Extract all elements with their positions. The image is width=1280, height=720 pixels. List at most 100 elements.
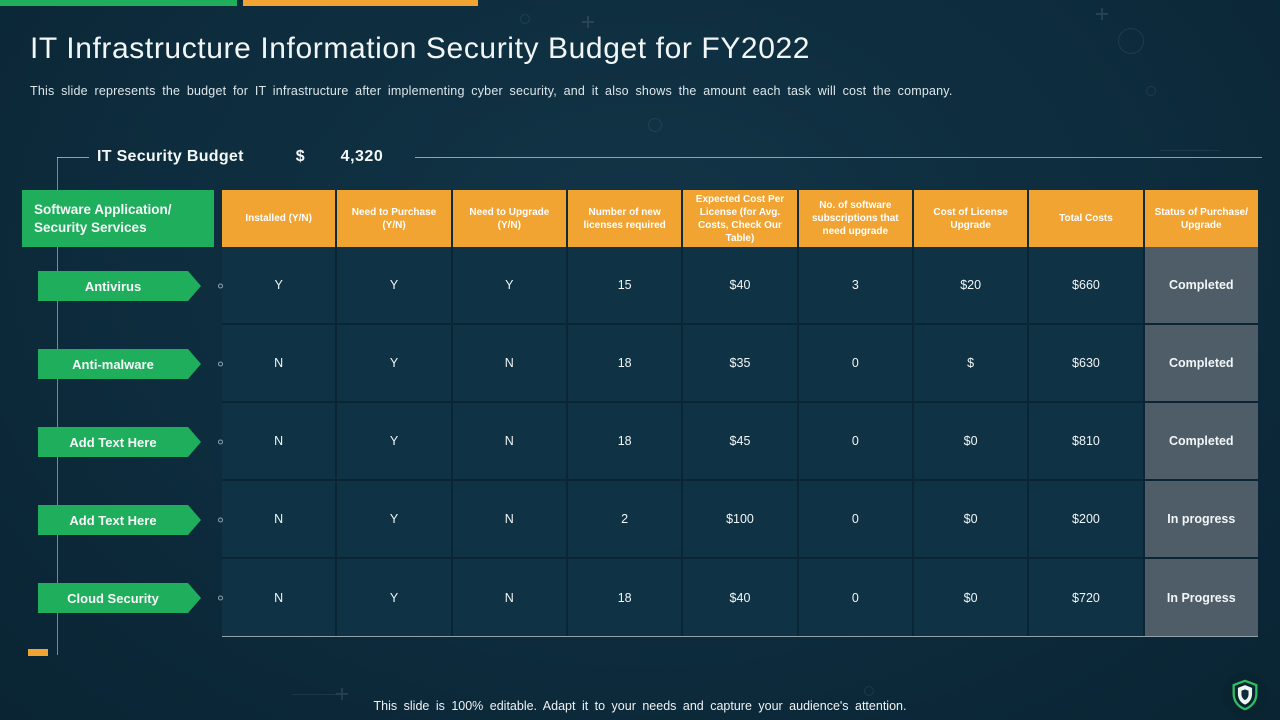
table-cell: $ <box>914 325 1030 401</box>
accent-bar-green <box>0 0 237 6</box>
table-cell: N <box>222 481 338 557</box>
table-cell: $630 <box>1029 325 1145 401</box>
table-cell: $40 <box>683 559 799 636</box>
table-cell: N <box>453 325 568 401</box>
table-cell: $0 <box>914 403 1030 479</box>
row-label-area: Add Text Here <box>22 403 223 481</box>
bg-ring-decoration <box>864 686 874 696</box>
table-header-cells: Installed (Y/N) Need to Purchase (Y/N) Nee… <box>222 190 1258 247</box>
bg-line-decoration <box>292 694 336 695</box>
budget-table: Software Application/ Security Services … <box>22 190 1258 637</box>
table-cell: N <box>453 559 568 636</box>
connector-dot <box>218 361 223 367</box>
table-cell: 18 <box>568 559 684 636</box>
budget-line: IT Security Budget $ 4,320 <box>57 146 1262 168</box>
status-cell: In progress <box>1144 481 1258 557</box>
table-cell: Y <box>337 403 453 479</box>
row-label-area: Cloud Security <box>22 559 223 637</box>
left-connector-line <box>57 157 58 655</box>
row-label-arrow: Cloud Security <box>38 583 201 613</box>
table-cell: 0 <box>799 403 914 479</box>
row-label-area: Antivirus <box>22 247 223 325</box>
table-cell: $45 <box>683 403 799 479</box>
table-cell: 0 <box>799 559 914 636</box>
connector-dot <box>218 517 223 523</box>
footer-note: This slide is 100% editable. Adapt it to… <box>373 699 907 713</box>
status-cell: Completed <box>1144 325 1258 401</box>
connector-dot <box>218 595 223 601</box>
budget-line-segment <box>57 156 89 158</box>
shield-logo <box>1222 672 1268 718</box>
table-cell: $0 <box>914 559 1030 636</box>
bg-ring-decoration <box>648 118 662 132</box>
table-cell: $810 <box>1029 403 1145 479</box>
table-cell: 15 <box>568 247 684 323</box>
column-header: Number of new licenses required <box>567 190 684 247</box>
row-cells: N Y N 2 $100 0 $0 $200 In progress <box>222 481 1258 559</box>
table-row: Antivirus Y Y Y 15 $40 3 $20 $660 Completed <box>22 247 1258 325</box>
table-cell: Y <box>337 559 453 636</box>
row-cells: N Y N 18 $45 0 $0 $810 Completed <box>222 403 1258 481</box>
shield-icon <box>1232 679 1258 711</box>
table-cell: Y <box>337 325 453 401</box>
table-cell: $40 <box>683 247 799 323</box>
status-cell: Completed <box>1144 247 1258 323</box>
table-row: Add Text Here N Y N 18 $45 0 $0 $810 Completed <box>22 403 1258 481</box>
column-header: Installed (Y/N) <box>222 190 338 247</box>
table-cell: $660 <box>1029 247 1145 323</box>
row-cells: N Y N 18 $40 0 $0 $720 In Progress <box>222 559 1258 637</box>
table-cell: Y <box>453 247 568 323</box>
table-cell: 18 <box>568 325 684 401</box>
column-header: Cost of License Upgrade <box>913 190 1030 247</box>
column-header: No. of software subscriptions that need … <box>798 190 914 247</box>
table-cell: 0 <box>799 481 914 557</box>
table-cell: 0 <box>799 325 914 401</box>
corner-header: Software Application/ Security Services <box>22 190 214 247</box>
row-label-area: Add Text Here <box>22 481 223 559</box>
table-body: Antivirus Y Y Y 15 $40 3 $20 $660 Completed Anti-m… <box>22 247 1258 637</box>
budget-line-segment <box>415 156 1262 158</box>
bg-plus-decoration <box>1096 8 1108 20</box>
row-cells: Y Y Y 15 $40 3 $20 $660 Completed <box>222 247 1258 325</box>
row-cells: N Y N 18 $35 0 $ $630 Completed <box>222 325 1258 403</box>
connector-dot <box>218 439 223 445</box>
column-header: Expected Cost Per License (for Avg. Cost… <box>683 190 799 247</box>
table-cell: Y <box>337 247 453 323</box>
column-header: Need to Purchase (Y/N) <box>337 190 453 247</box>
table-cell: N <box>453 481 568 557</box>
accent-bar-orange <box>243 0 478 6</box>
row-label-area: Anti-malware <box>22 325 223 403</box>
page-title: IT Infrastructure Information Security B… <box>30 32 811 65</box>
table-cell: 3 <box>799 247 914 323</box>
column-header: Status of Purchase/ Upgrade <box>1144 190 1258 247</box>
slide-subtitle: This slide represents the budget for IT … <box>30 84 953 98</box>
table-row: Cloud Security N Y N 18 $40 0 $0 $720 In Progress <box>22 559 1258 637</box>
table-cell: Y <box>337 481 453 557</box>
status-cell: Completed <box>1144 403 1258 479</box>
table-cell: N <box>222 325 338 401</box>
bg-ring-decoration <box>1118 28 1144 54</box>
row-label-arrow: Add Text Here <box>38 505 201 535</box>
table-cell: N <box>453 403 568 479</box>
table-row: Add Text Here N Y N 2 $100 0 $0 $200 In progress <box>22 481 1258 559</box>
table-cell: $100 <box>683 481 799 557</box>
row-label-arrow: Anti-malware <box>38 349 201 379</box>
table-cell: $35 <box>683 325 799 401</box>
bg-ring-decoration <box>520 14 530 24</box>
table-row: Anti-malware N Y N 18 $35 0 $ $630 Completed <box>22 325 1258 403</box>
budget-amount: 4,320 <box>340 148 384 165</box>
table-cell: $200 <box>1029 481 1145 557</box>
table-cell: $0 <box>914 481 1030 557</box>
budget-currency: $ <box>295 148 305 165</box>
column-header: Need to Upgrade (Y/N) <box>452 190 568 247</box>
table-cell: Y <box>222 247 338 323</box>
connector-dot <box>218 283 223 289</box>
bottom-orange-dash <box>28 649 48 656</box>
table-cell: N <box>222 403 338 479</box>
table-cell: $20 <box>914 247 1030 323</box>
status-cell: In Progress <box>1144 559 1258 636</box>
table-cell: 2 <box>568 481 684 557</box>
table-cell: 18 <box>568 403 684 479</box>
budget-label: IT Security Budget <box>97 148 244 165</box>
row-label-arrow: Add Text Here <box>38 427 201 457</box>
